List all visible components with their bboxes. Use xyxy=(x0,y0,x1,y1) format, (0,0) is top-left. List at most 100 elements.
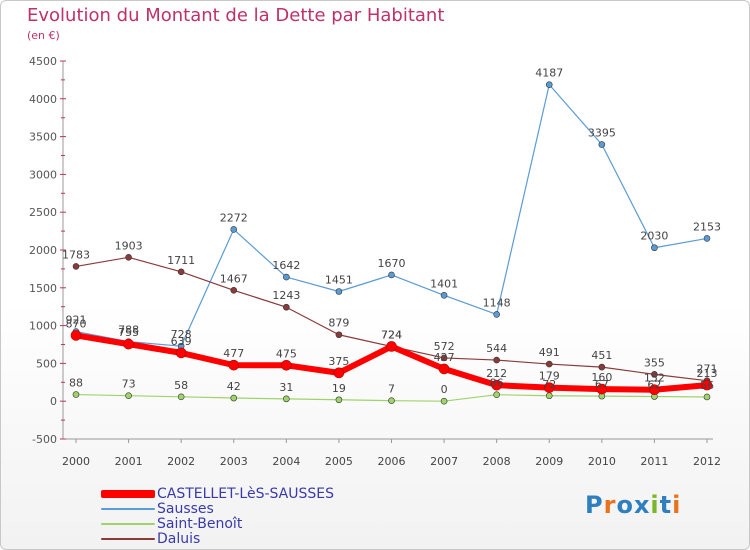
data-point xyxy=(230,394,238,402)
x-tick-label: 2004 xyxy=(272,455,300,468)
data-point xyxy=(493,356,500,364)
data-label: 724 xyxy=(381,328,402,341)
data-label: 572 xyxy=(434,340,455,353)
legend-item: Daluis xyxy=(101,530,334,547)
data-point xyxy=(177,268,185,276)
data-point xyxy=(335,288,343,295)
data-point xyxy=(543,382,555,393)
data-label: 3395 xyxy=(588,127,616,140)
data-point xyxy=(703,235,711,242)
x-tick-label: 2006 xyxy=(378,455,406,468)
data-label: 788 xyxy=(118,324,139,337)
legend-swatch xyxy=(101,507,155,510)
data-label: 1711 xyxy=(167,254,195,267)
data-label: 271 xyxy=(697,363,718,376)
data-label: 755 xyxy=(118,326,139,339)
data-label: 31 xyxy=(279,381,293,394)
data-point xyxy=(598,363,606,371)
series-line xyxy=(75,84,708,347)
x-tick-label: 2008 xyxy=(483,455,511,468)
data-label: 42 xyxy=(227,380,241,393)
data-point xyxy=(596,383,608,395)
legend-item: CASTELLET-LèS-SAUSSES xyxy=(101,486,334,502)
logo-letter: P xyxy=(585,491,604,519)
data-label: 58 xyxy=(174,379,188,392)
x-tick-label: 2009 xyxy=(535,455,563,468)
data-label: 427 xyxy=(434,351,455,364)
chart-title: Evolution du Montant de la Dette par Hab… xyxy=(27,5,445,26)
data-label: 1467 xyxy=(220,272,248,285)
data-point xyxy=(72,391,80,398)
x-tick-label: 2002 xyxy=(167,455,195,468)
legend-label: Daluis xyxy=(157,530,201,547)
legend-label: Saint-Benoît xyxy=(157,515,243,532)
data-label: 475 xyxy=(276,347,297,360)
data-point xyxy=(386,341,397,352)
data-label: 1401 xyxy=(430,277,458,290)
data-label: 870 xyxy=(66,317,87,330)
data-label: 88 xyxy=(69,377,83,390)
legend-swatch xyxy=(101,537,155,540)
y-tick-label: 1500 xyxy=(29,282,57,295)
data-label: 67 xyxy=(595,378,609,391)
data-label: 212 xyxy=(486,367,507,380)
logo-letter: x xyxy=(633,491,651,519)
y-tick-label: 3500 xyxy=(29,131,57,144)
x-tick-label: 2000 xyxy=(62,455,90,468)
data-label: 451 xyxy=(591,349,612,362)
data-label: 56 xyxy=(700,379,714,392)
data-point xyxy=(651,244,658,252)
data-point xyxy=(230,286,238,294)
data-point xyxy=(545,360,553,368)
proxiti-logo: Proxiti xyxy=(585,491,681,519)
x-tick-label: 2001 xyxy=(115,455,143,468)
series-layer xyxy=(70,81,713,405)
data-point xyxy=(281,359,292,371)
data-point xyxy=(545,81,553,88)
x-tick-label: 2011 xyxy=(640,455,668,468)
data-point xyxy=(230,226,238,233)
legend-swatch xyxy=(101,489,155,498)
logo-letter: i xyxy=(672,491,682,519)
data-point xyxy=(283,395,290,403)
data-label: 2272 xyxy=(220,211,248,224)
data-point xyxy=(440,291,448,299)
axes: -500 0 500 1000 1500 2000 2500 3000 3500 4000 4500… xyxy=(29,55,721,468)
data-label: 1243 xyxy=(272,289,300,302)
legend-swatch xyxy=(101,522,155,525)
data-point xyxy=(388,397,395,404)
data-point xyxy=(651,371,658,378)
y-tick-label: 4500 xyxy=(29,55,57,68)
data-point xyxy=(333,367,345,379)
data-point xyxy=(177,393,185,401)
y-tick-label: 500 xyxy=(36,357,57,370)
data-label: 72 xyxy=(542,378,556,391)
data-label: 213 xyxy=(697,367,718,380)
legend: CASTELLET-LèS-SAUSSES Sausses Saint-Benoît… xyxy=(101,486,334,547)
y-tick-label: 4000 xyxy=(29,93,57,106)
x-tick-label: 2010 xyxy=(588,455,616,468)
data-label: 152 xyxy=(644,372,665,385)
data-label: 86 xyxy=(490,377,504,390)
data-point xyxy=(493,311,500,318)
data-label: 0 xyxy=(441,383,448,396)
legend-item: Saint-Benoît xyxy=(101,515,334,532)
data-label: 160 xyxy=(591,371,612,384)
data-point xyxy=(175,347,187,359)
data-label: 879 xyxy=(328,317,349,330)
data-label: 73 xyxy=(122,378,136,391)
data-point xyxy=(123,338,134,350)
data-point xyxy=(335,396,343,404)
data-label: 1670 xyxy=(378,257,406,270)
data-point xyxy=(438,363,450,375)
data-label: 2030 xyxy=(640,230,668,243)
data-label: 1783 xyxy=(62,248,90,261)
data-label: 19 xyxy=(332,382,346,395)
logo-letter: o xyxy=(616,491,634,519)
data-point xyxy=(440,397,448,405)
data-point xyxy=(703,393,711,401)
data-label: 639 xyxy=(171,335,192,348)
logo-letter: t xyxy=(659,491,673,519)
